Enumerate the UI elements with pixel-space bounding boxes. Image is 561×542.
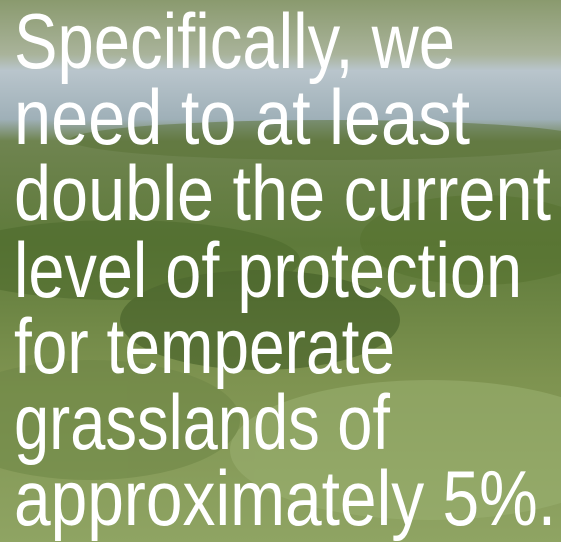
quote-line: approximately 5%. bbox=[14, 454, 556, 542]
hill-shading bbox=[0, 120, 561, 520]
quote-line: double the current bbox=[14, 149, 551, 237]
quote-line: level of protection bbox=[14, 226, 522, 314]
quote-line: for temperate bbox=[14, 302, 395, 390]
quote-line: need to at least bbox=[14, 73, 470, 161]
quote-text: Specifically, we need to at least double… bbox=[14, 0, 556, 542]
quote-line: grasslands of bbox=[14, 378, 390, 466]
quote-line: Specifically, we bbox=[14, 0, 455, 85]
